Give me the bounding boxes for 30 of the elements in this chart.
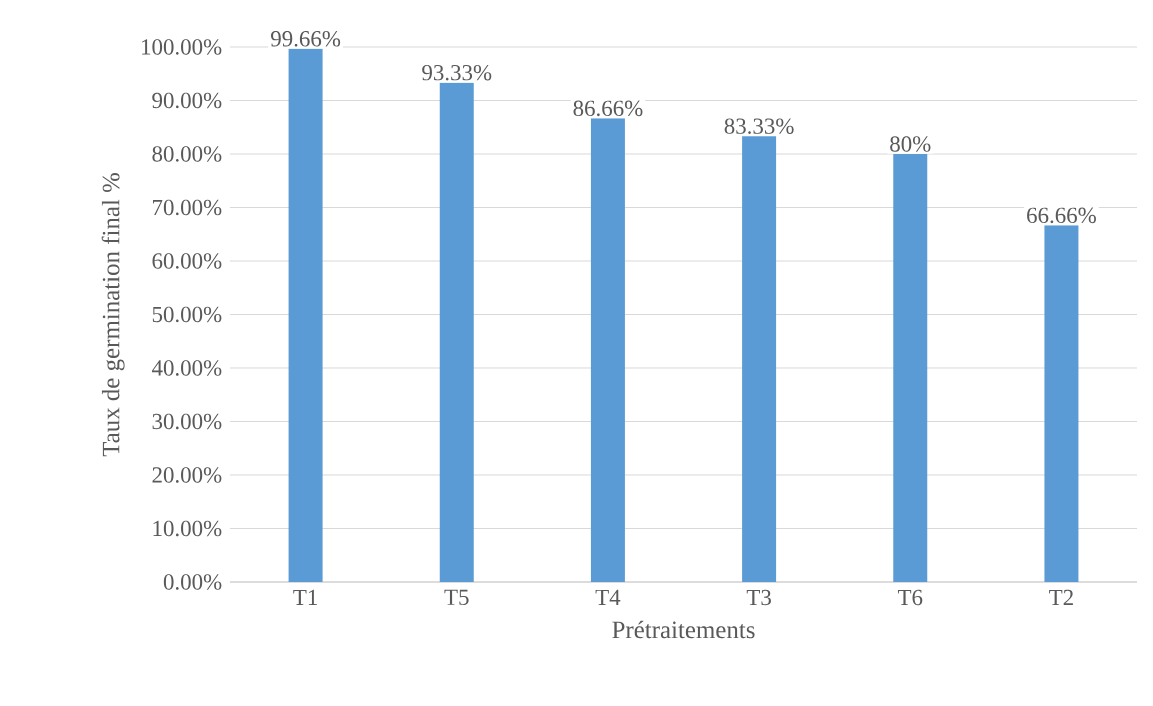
x-tick-label: T3 [746, 589, 771, 606]
x-tick-label: T4 [595, 589, 621, 605]
bar [742, 136, 777, 582]
data-label: 93.33% [422, 64, 492, 81]
y-tick-label: 90.00% [152, 92, 222, 109]
y-tick-label: 70.00% [153, 199, 222, 216]
x-tick-label: T5 [444, 589, 469, 606]
bar [590, 118, 625, 582]
y-tick-label: 80.00% [152, 146, 222, 162]
data-label: 80% [890, 136, 931, 152]
bar [1044, 225, 1079, 582]
bar [439, 82, 474, 582]
bar [893, 153, 928, 582]
data-label: 86.66% [573, 100, 643, 117]
y-tick-label: 0.00% [163, 574, 222, 590]
y-tick-label: 60.00% [152, 253, 222, 269]
x-tick-label: T2 [1049, 589, 1073, 606]
y-tick-label: 50.00% [152, 306, 222, 323]
y-tick-label: 30.00% [152, 413, 222, 430]
y-tick-label: 40.00% [151, 360, 222, 376]
y-tick-label: 100.00% [142, 39, 222, 55]
y-tick-label: 20.00% [152, 467, 222, 483]
y-tick-label: 10.00% [153, 520, 222, 537]
x-tick-label: T6 [897, 589, 923, 606]
x-tick-label: T1 [293, 589, 317, 605]
x-axis-title: Prétraitements [612, 620, 755, 639]
data-label: 99.66% [271, 31, 341, 47]
data-label: 83.33% [724, 118, 794, 134]
data-label: 66.66% [1027, 207, 1096, 224]
y-axis-title: Taux de germination final % [101, 173, 125, 457]
